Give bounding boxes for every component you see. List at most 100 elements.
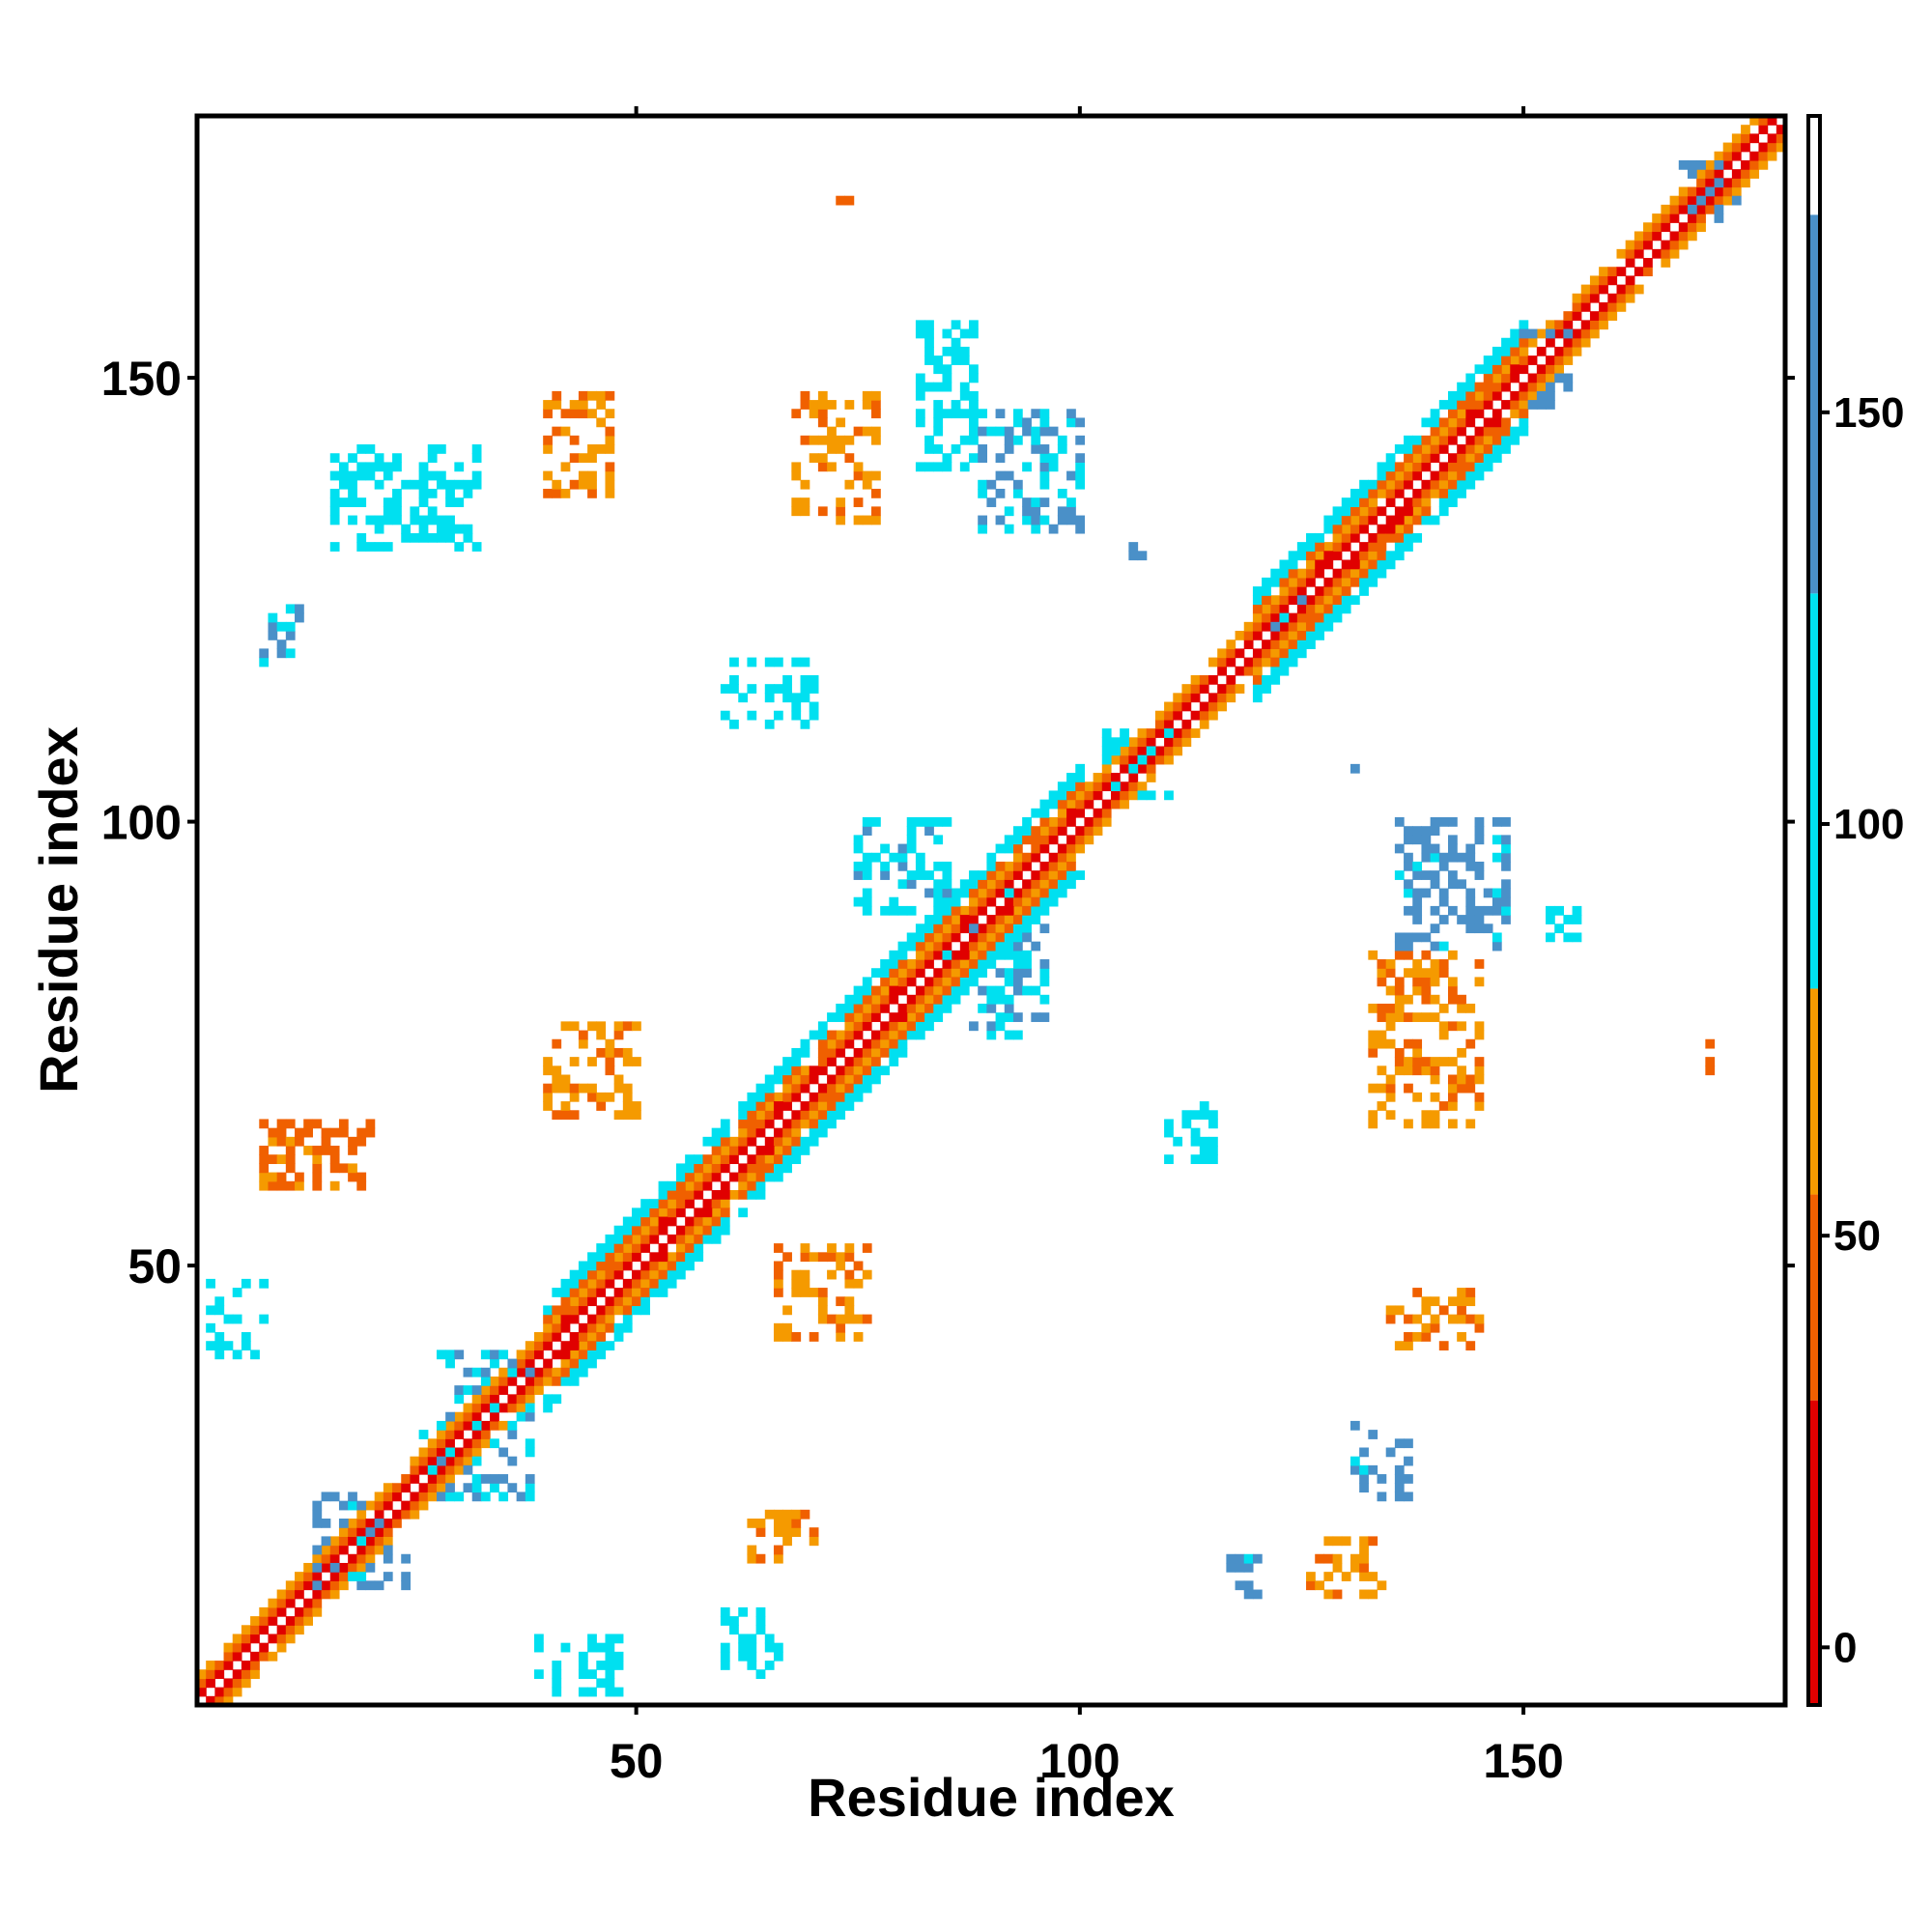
contact-cell [1421,852,1432,863]
contact-cell [1315,532,1325,543]
contact-cell [1572,311,1582,321]
contact-cell [552,390,562,401]
contact-cell [223,1314,234,1324]
contact-cell [543,1403,553,1413]
contact-cell [978,888,987,898]
contact-cell [1404,994,1413,1005]
contact-cell [1279,612,1290,623]
contact-cell [1022,968,1032,979]
contact-cell [490,1394,499,1405]
contact-cell [1430,1065,1440,1076]
contact-cell [889,968,899,979]
contact-cell [587,1288,597,1297]
contact-cell [1341,542,1351,552]
contact-cell [959,915,970,924]
contact-cell [1634,231,1644,242]
contact-cell [1457,1021,1466,1032]
contact-cell [1678,204,1689,214]
contact-cell [1714,186,1724,197]
contact-cell [356,542,367,552]
contact-cell [1404,861,1413,871]
contact-cell [1012,977,1023,987]
contact-cell [1501,835,1511,845]
contact-cell [268,1172,278,1182]
contact-cell [782,1322,792,1333]
contact-cell [747,1545,757,1555]
contact-cell [764,1136,775,1147]
contact-cell [1208,1119,1218,1129]
contact-cell [1296,568,1307,579]
contact-cell [569,1350,580,1360]
contact-cell [534,1350,544,1360]
contact-cell [880,994,890,1005]
contact-cell [1731,195,1742,206]
contact-cell [1412,888,1423,898]
y-tick-label: 50 [128,1239,182,1293]
contact-cell [613,1305,624,1316]
contact-cell [1377,542,1387,552]
contact-cell [1066,879,1076,890]
contact-cell [800,497,810,507]
contact-cell [1315,568,1325,579]
contact-cell [836,444,846,454]
contact-cell [844,453,855,464]
contact-cell [1262,604,1271,614]
contact-cell [312,1589,323,1600]
contact-cell [374,1527,384,1537]
contact-cell [1377,1030,1387,1040]
contact-cell [1394,977,1405,987]
contact-cell [1438,506,1449,517]
contact-cell [924,915,934,924]
contact-cell [1199,1101,1209,1111]
contact-cell [755,1553,766,1564]
contact-cell [906,826,917,836]
contact-cell [1510,400,1520,410]
contact-cell [782,1127,792,1138]
contact-cell [862,426,872,437]
contact-cell [356,1136,367,1147]
contact-cell [1368,1536,1378,1547]
contact-cell [809,1332,819,1342]
contact-cell [454,462,465,472]
contact-cell [809,1536,819,1547]
contact-cell [587,1092,597,1102]
contact-cell [1492,417,1502,428]
contact-cell [844,195,855,206]
contact-cell [259,1119,270,1129]
contact-cell [1501,915,1511,924]
contact-cell [1714,195,1724,206]
contact-cell [410,515,420,526]
contact-cell [1066,817,1076,827]
contact-cell [880,1065,890,1076]
contact-cell [853,835,864,845]
contact-cell [587,1350,597,1360]
contact-cell [1465,453,1476,464]
contact-cell [640,1288,650,1297]
contact-cell [755,1154,766,1165]
contact-cell [720,1606,730,1617]
contact-cell [986,896,997,907]
contact-cell [1262,621,1271,632]
contact-cell [685,1261,695,1271]
contact-cell [1474,426,1485,437]
contact-cell [622,1216,633,1227]
contact-cell [241,1661,251,1670]
contact-cell [1527,382,1538,392]
contact-cell [285,621,296,632]
contact-cell [791,1092,802,1102]
contact-cell [1430,959,1440,969]
contact-cell [889,1038,899,1049]
contact-cell [889,1047,899,1058]
contact-cell [1546,328,1555,339]
contact-cell [951,409,961,419]
contact-cell [1341,559,1351,570]
contact-cell [969,364,979,375]
contact-cell [711,1199,722,1208]
contact-cell [560,1101,571,1111]
contact-cell [1404,1332,1413,1342]
contact-cell [1501,355,1511,365]
contact-cell [1306,559,1316,570]
contact-cell [844,1296,855,1307]
contact-cell [1457,852,1466,863]
contact-cell [897,852,908,863]
